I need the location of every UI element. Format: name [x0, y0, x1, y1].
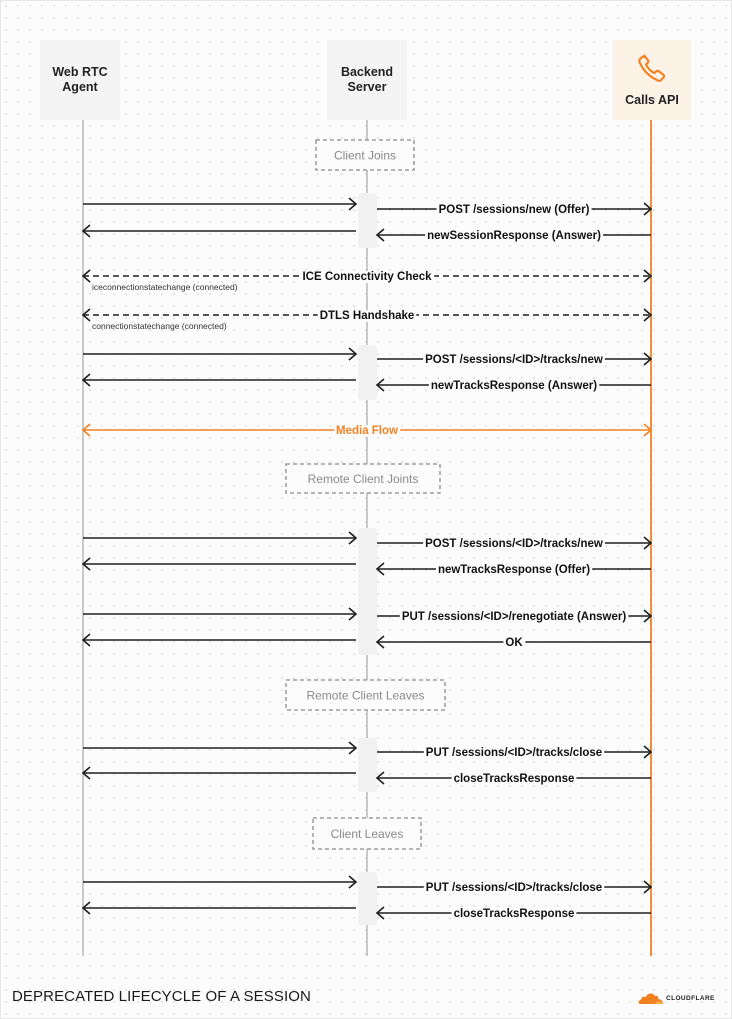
arrowhead — [348, 197, 358, 211]
message-label: PUT /sessions/<ID>/renegotiate (Answer) — [402, 611, 626, 623]
arrowhead — [375, 562, 385, 576]
label-background — [436, 204, 592, 216]
activation-bar — [358, 872, 377, 925]
message-label: PUT /sessions/<ID>/tracks/close — [426, 747, 602, 759]
cloud-icon — [638, 993, 663, 1004]
message-label: closeTracksResponse — [454, 773, 575, 785]
message-label: POST /sessions/new (Offer) — [439, 204, 590, 216]
label-background — [399, 611, 629, 623]
arrowhead — [375, 378, 385, 392]
group-label: Client Leaves — [331, 827, 404, 841]
activation-bar — [358, 193, 377, 248]
label-background — [428, 380, 600, 392]
message-label: ICE Connectivity Check — [302, 271, 432, 283]
message-label: closeTracksResponse — [454, 908, 575, 920]
arrowhead — [81, 633, 91, 647]
activation-bar — [358, 738, 377, 792]
group-box — [312, 817, 422, 850]
message-label: DTLS Handshake — [320, 310, 415, 322]
arrowhead — [81, 224, 91, 238]
message-label: newTracksResponse (Answer) — [431, 380, 597, 392]
arrowhead — [348, 347, 358, 361]
message-note: iceconnectionstatechange (connected) — [92, 282, 238, 292]
arrowhead — [348, 875, 358, 889]
label-background — [317, 310, 417, 322]
message-note: connectionstatechange (connected) — [92, 321, 227, 331]
arrowhead — [81, 557, 91, 571]
arrowhead — [643, 423, 653, 437]
message-label: OK — [505, 637, 523, 649]
cloudflare-logo: CLOUDFLARE — [638, 992, 715, 1005]
participant-web-rtc-agent: Web RTC Agent — [40, 40, 120, 120]
arrowhead — [375, 635, 385, 649]
group-label: Remote Client Joints — [308, 472, 419, 486]
arrowhead — [81, 308, 91, 322]
activation-bar — [358, 528, 377, 655]
group-box — [315, 139, 415, 171]
arrowhead — [348, 531, 358, 545]
message-label: Media Flow — [336, 425, 398, 437]
message-label: newSessionResponse (Answer) — [427, 230, 601, 242]
participant-label: Server — [347, 80, 387, 94]
arrowhead — [81, 373, 91, 387]
label-background — [423, 354, 605, 366]
label-background — [300, 271, 435, 283]
arrowhead — [348, 741, 358, 755]
arrowhead — [81, 901, 91, 915]
group-box — [285, 463, 441, 494]
arrowhead — [643, 202, 653, 216]
label-background — [425, 230, 604, 242]
label-background — [423, 747, 605, 759]
participant-label: Calls API — [625, 93, 679, 107]
arrowhead — [643, 880, 653, 894]
arrowhead — [81, 423, 91, 437]
label-background — [423, 882, 605, 894]
participant-label: Web RTC — [52, 65, 108, 79]
participant-calls-api: Calls API — [613, 40, 691, 120]
logo-text: CLOUDFLARE — [666, 995, 715, 1002]
message-label: PUT /sessions/<ID>/tracks/close — [426, 882, 602, 894]
participant-label: Agent — [62, 80, 98, 94]
arrowhead — [643, 609, 653, 623]
label-background — [503, 637, 526, 649]
label-background — [334, 425, 401, 437]
arrowhead — [643, 308, 653, 322]
arrowhead — [81, 269, 91, 283]
participant-label: Backend — [340, 65, 394, 79]
arrowhead — [375, 771, 385, 785]
arrowhead — [643, 352, 653, 366]
phone-icon — [638, 54, 666, 82]
group-label: Client Joins — [334, 149, 396, 163]
label-background — [423, 538, 605, 550]
group-label: Remote Client Leaves — [306, 689, 424, 703]
arrowhead — [375, 906, 385, 920]
participant-backend-server: Backend Server — [327, 40, 407, 120]
label-background — [451, 773, 577, 785]
label-background — [435, 564, 593, 576]
activation-bar — [358, 345, 377, 400]
diagram-title: DEPRECATED LIFECYCLE OF A SESSION — [12, 988, 311, 1005]
arrowhead — [348, 607, 358, 621]
group-box — [285, 679, 446, 711]
arrowhead — [643, 536, 653, 550]
arrowhead — [375, 228, 385, 242]
message-label: POST /sessions/<ID>/tracks/new — [425, 354, 603, 366]
arrowhead — [643, 745, 653, 759]
message-label: newTracksResponse (Offer) — [438, 564, 590, 576]
label-background — [451, 908, 577, 920]
arrowhead — [643, 269, 653, 283]
arrowhead — [81, 766, 91, 780]
message-label: POST /sessions/<ID>/tracks/new — [425, 538, 603, 550]
